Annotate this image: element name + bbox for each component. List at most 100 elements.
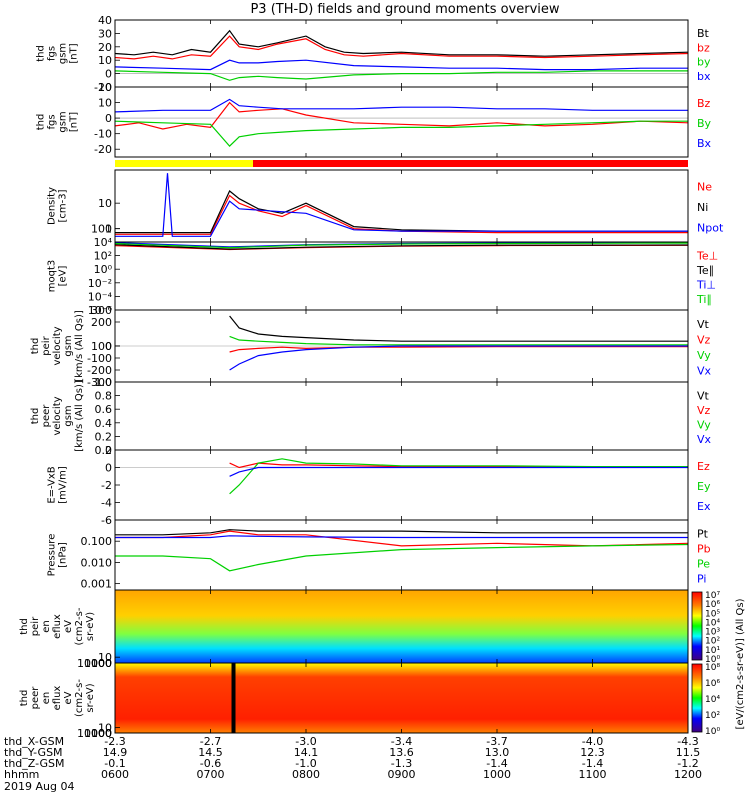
y-axis-label-9-4: eV [63,691,74,704]
y-axis-label-3-0: moqt3 [47,260,58,293]
y-axis-label-0-1: fgs [47,46,58,61]
eph-value-3-0: -3.4 [391,735,412,748]
legend-6-1: Ey [697,480,711,493]
eph-value-2-1: 14.1 [294,746,319,759]
y-axis-label-0-3: [nT] [69,43,80,63]
colorbar-upper-tick-7: 10⁰ [705,655,720,665]
y-axis-label-6-0: E=-VxB [47,466,58,503]
eph-value-0-3: 0600 [101,768,129,781]
y-axis-label-1-1: fgs [47,114,58,129]
date-label: 2019 Aug 04 [4,780,74,793]
colorbar-lower-tick-0: 10⁸ [705,663,720,673]
y-tick-label-6-3: -4 [101,497,112,510]
y-axis-label-5-1: peer [41,404,52,428]
y-tick-label-0-0: 40 [98,14,112,27]
colorbar: 10⁷10⁶10⁵10⁴10³10²10¹10⁰10⁸10⁶10⁴10²10⁰ … [691,591,746,737]
eph-value-0-1: 14.9 [103,746,128,759]
legend-4-1: Vz [697,333,711,346]
y-tick-label-9-3: 10 [98,721,112,734]
series-line-4-1 [229,346,688,353]
y-axis-label-4-2: velocity [52,326,63,365]
y-tick-label-4-3: 0 [105,340,112,353]
series-line-6-2 [229,466,688,477]
y-tick-label-9-1: 1000 [84,727,112,740]
y-axis-label-8-6: sr-eV) [85,612,96,641]
legend-0-3: bx [697,70,711,83]
legend-5-3: Vx [697,433,712,446]
eph-value-6-3: 1200 [674,768,702,781]
legend-2-2: Npot [697,222,724,235]
legend-3-2: Ti⊥ [696,278,716,291]
eph-value-1-2: -0.6 [200,757,221,770]
series-line-1-2 [114,98,688,113]
eph-value-1-3: 0700 [197,768,225,781]
eph-value-3-3: 0900 [388,768,416,781]
orbit-bar-red [253,160,688,167]
eph-value-6-0: -4.3 [677,735,698,748]
series-line-2-1 [115,190,688,234]
series-line-1-1 [114,120,688,147]
legend-7-2: Pe [697,558,710,571]
eph-value-5-3: 1100 [579,768,607,781]
eph-label-hhmm: hhmm [4,768,39,781]
y-tick-label-1-4: -20 [94,143,112,156]
y-axis-label-8-5: (cm2-s- [74,607,85,645]
series-line-2-2 [115,173,688,237]
y-axis-label-9-3: eflux [52,686,63,711]
legend-0-0: Bt [697,27,710,40]
y-tick-label-4-4: -100 [87,352,112,365]
series-line-0-2 [114,70,688,81]
y-tick-label-4-0: 300 [91,304,112,317]
eph-value-4-3: 1000 [483,768,511,781]
panel-frame-6 [114,449,689,521]
y-axis-label-2-1: [cm-3] [58,189,69,222]
legend-1-0: Bz [697,97,711,110]
y-tick-label-8-0: 10000 [77,657,112,670]
y-tick-label-1-0: 20 [98,81,112,94]
spectrogram-8 [115,590,688,663]
y-tick-label-5-3: 0.4 [95,417,113,430]
y-tick-label-6-0: 2 [105,444,112,457]
y-tick-label-0-3: 10 [98,54,112,67]
eph-value-6-1: 11.5 [676,746,701,759]
y-axis-label-3-1: [eV] [58,266,69,287]
legend-5-0: Vt [697,389,710,402]
legend-1-1: By [697,117,712,130]
legend-5-1: Vz [697,404,711,417]
series-line-7-3 [115,535,688,539]
series-line-7-2 [115,543,689,572]
y-tick-label-3-5: 10⁻⁶ [88,304,113,317]
spectrogram-9 [115,663,688,733]
y-axis-label-9-1: peer [30,686,41,710]
eph-label-y: thd_Y-GSM [4,746,63,759]
y-tick-label-6-2: -2 [101,479,112,492]
y-axis-label-8-2: en [41,620,52,633]
colorbar-lower-tick-4: 10⁰ [705,727,720,737]
legend-4-2: Vy [697,349,711,362]
legend-4-3: Vx [697,364,712,377]
colorbar-upper-tick-5: 10² [705,637,720,647]
y-tick-label-3-1: 10² [94,250,112,263]
y-tick-label-5-5: 0.0 [95,444,113,457]
y-axis-label-5-2: velocity [52,396,63,435]
y-tick-label-3-0: 10⁴ [94,236,113,249]
series-line-2-0 [115,194,688,235]
eph-value-1-0: -2.7 [200,735,221,748]
spectrogram-gap-mark [231,663,236,733]
y-axis-label-5-3: gsm [63,405,74,426]
y-axis-label-4-1: peir [41,335,52,355]
eph-value-1-1: 14.5 [198,746,223,759]
series-line-0-0 [114,29,689,57]
eph-label-z: thd_Z-GSM [4,757,64,770]
eph-value-0-0: -2.3 [104,735,125,748]
y-tick-label-9-0: 10000 [77,727,112,740]
legend-1-2: Bx [697,137,712,150]
eph-value-4-1: 13.0 [485,746,510,759]
legend-5-2: Vy [697,418,711,431]
series-line-3-3 [114,242,689,249]
y-axis-label-9-2: en [41,692,52,705]
colorbar-lower [691,663,703,733]
y-tick-label-0-5: -10 [94,81,112,94]
y-axis-label-5-0: thd [30,408,41,425]
